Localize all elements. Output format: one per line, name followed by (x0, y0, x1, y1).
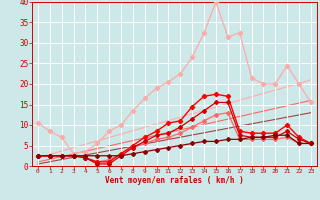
X-axis label: Vent moyen/en rafales ( km/h ): Vent moyen/en rafales ( km/h ) (105, 176, 244, 185)
